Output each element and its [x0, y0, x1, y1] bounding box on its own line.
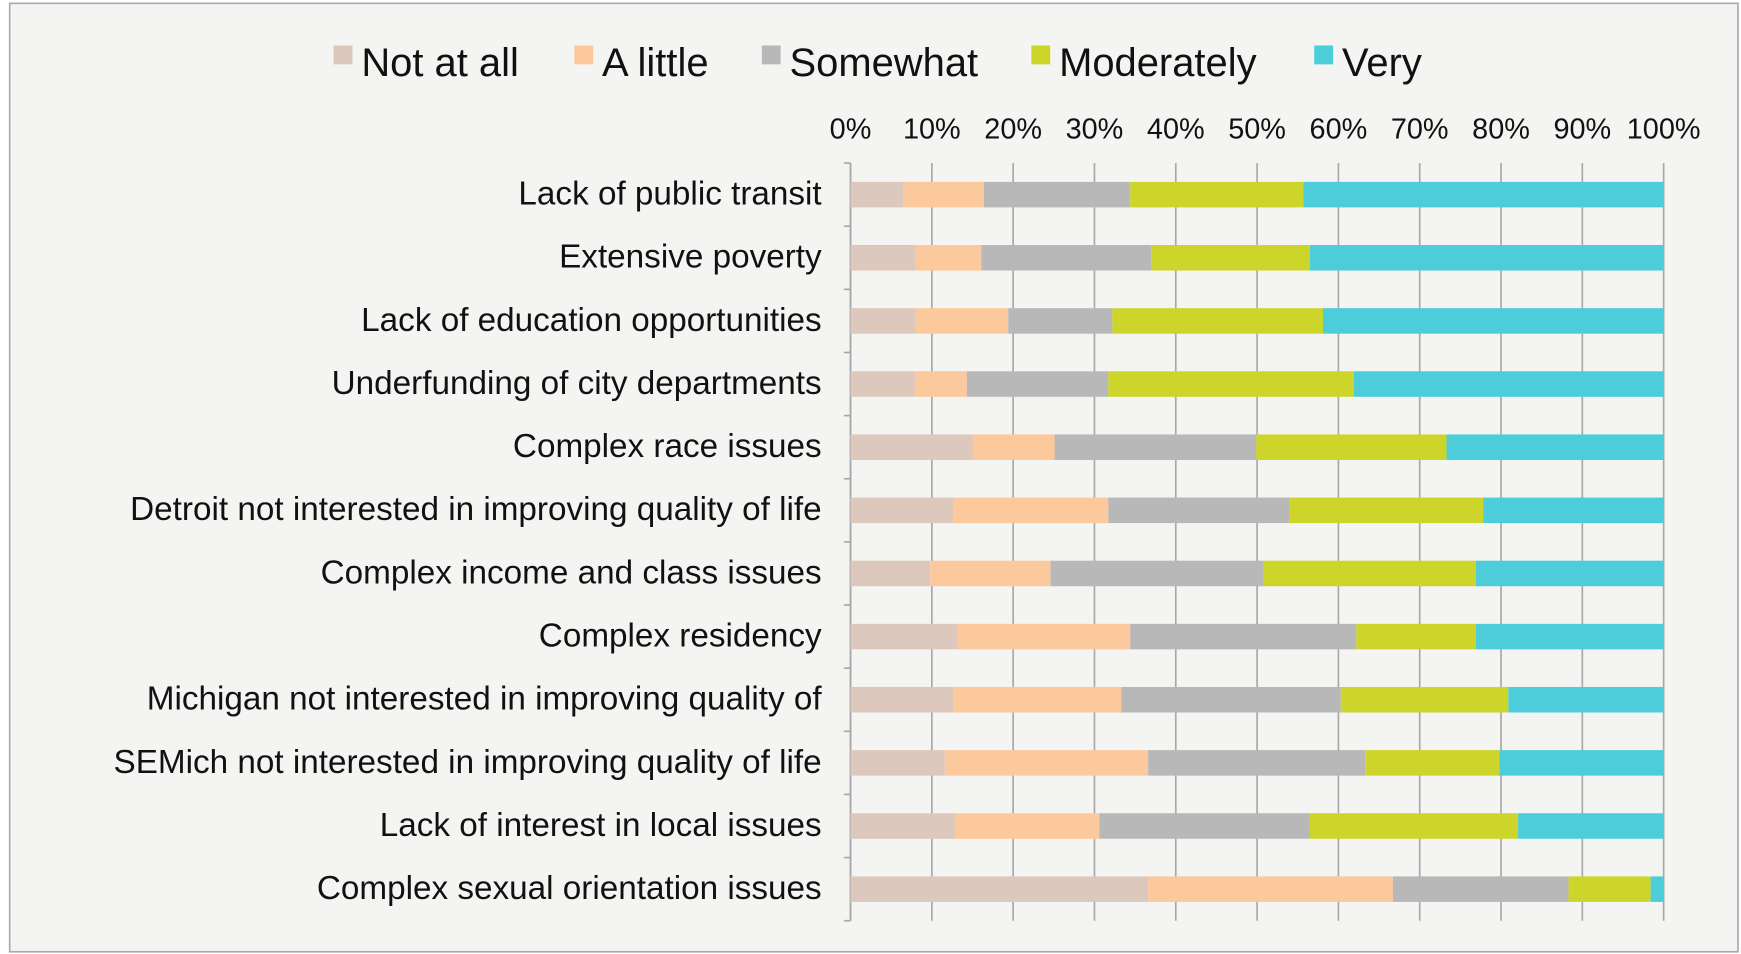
legend-swatch — [333, 45, 353, 65]
legend-label: Somewhat — [790, 41, 979, 85]
bar-segment — [1322, 308, 1664, 334]
bar-segment — [1499, 750, 1664, 776]
bar-segment — [850, 181, 904, 208]
legend-label: Moderately — [1059, 41, 1257, 85]
bar-segment — [1356, 623, 1476, 650]
bar-segment — [1099, 813, 1310, 839]
bar-segment — [1112, 308, 1323, 334]
bar-segment — [850, 434, 973, 460]
bar-segment — [966, 371, 1109, 397]
bar-segment — [850, 813, 955, 839]
y-tick-label: Underfunding of city departments — [332, 365, 822, 402]
x-tick-label: 60% — [1310, 114, 1368, 146]
y-tick-label: Lack of interest in local issues — [380, 807, 822, 844]
bar-segment — [850, 497, 954, 524]
bar-segment — [1446, 434, 1664, 460]
bar-segment — [1121, 686, 1341, 713]
bar-segment — [1303, 181, 1664, 208]
y-tick-label: Extensive poverty — [559, 239, 822, 276]
x-tick-label: 80% — [1472, 114, 1530, 146]
bar-segment — [1518, 813, 1664, 839]
x-tick-label: 30% — [1066, 114, 1124, 146]
y-tick-label: Detroit not interested in improving qual… — [130, 491, 822, 528]
bar-segment — [953, 497, 1109, 524]
bar-segment — [1309, 245, 1664, 271]
bar-segment — [1289, 497, 1484, 524]
bar-segment — [1008, 308, 1113, 334]
y-tick-label: Complex residency — [539, 617, 822, 654]
bar-segment — [1309, 813, 1519, 839]
legend-swatch — [574, 45, 594, 65]
bar-segment — [1365, 750, 1500, 776]
legend-label: A little — [602, 41, 709, 85]
y-tick-label: Complex sexual orientation issues — [317, 870, 822, 907]
bar-segment — [1151, 245, 1310, 271]
bar-segment — [1650, 876, 1664, 902]
legend-label: Not at all — [361, 41, 519, 85]
bar-segment — [1108, 497, 1290, 524]
bar-segment — [972, 434, 1055, 460]
legend-swatch — [1031, 45, 1051, 65]
x-tick-label: 90% — [1553, 114, 1611, 146]
x-tick-label: 40% — [1147, 114, 1205, 146]
y-tick-label: Complex race issues — [513, 428, 822, 465]
bar-segment — [1130, 623, 1357, 650]
bar-segment — [957, 623, 1131, 650]
bar-segment — [1475, 560, 1664, 587]
y-tick-label: Lack of public transit — [518, 176, 821, 213]
x-tick-label: 0% — [830, 114, 872, 146]
bar-segment — [850, 245, 916, 271]
bar-segment — [1475, 623, 1664, 650]
bar-segment — [953, 686, 1122, 713]
bar-segment — [983, 181, 1131, 208]
bar-segment — [1148, 750, 1366, 776]
y-tick-label: Lack of education opportunities — [361, 302, 822, 339]
bar-segment — [1050, 560, 1264, 587]
y-tick-label: Michigan not interested in improving qua… — [147, 681, 823, 718]
bar-segment — [850, 686, 954, 713]
bar-segment — [850, 876, 1149, 902]
x-tick-label: 70% — [1391, 114, 1449, 146]
chart-frame — [8, 2, 1739, 953]
bar-segment — [1340, 686, 1509, 713]
bar-segment — [1148, 876, 1393, 902]
bar-segment — [944, 750, 1149, 776]
bar-segment — [1508, 686, 1664, 713]
bar-segment — [1568, 876, 1651, 902]
bar-segment — [850, 623, 958, 650]
bar-segment — [1263, 560, 1476, 587]
bar-segment — [914, 371, 967, 397]
bar-segment — [915, 245, 982, 271]
bar-segment — [1256, 434, 1447, 460]
x-tick-label: 10% — [903, 114, 961, 146]
legend-swatch — [761, 45, 781, 65]
bar-segment — [1130, 181, 1304, 208]
bar-segment — [850, 750, 945, 776]
y-tick-label: SEMich not interested in improving quali… — [114, 744, 822, 781]
x-tick-label: 20% — [984, 114, 1042, 146]
bar-segment — [850, 308, 916, 334]
x-tick-label: 100% — [1627, 114, 1701, 146]
y-tick-label: Complex income and class issues — [321, 554, 822, 591]
bar-segment — [1353, 371, 1664, 397]
bar-segment — [981, 245, 1152, 271]
bar-segment — [1054, 434, 1257, 460]
bar-segment — [1483, 497, 1664, 524]
bar-segment — [954, 813, 1100, 839]
bar-segment — [903, 181, 984, 208]
bar-segment — [850, 371, 915, 397]
legend-label: Very — [1342, 41, 1422, 85]
legend-swatch — [1314, 45, 1334, 65]
bar-segment — [850, 560, 931, 587]
bar-segment — [1392, 876, 1569, 902]
x-tick-label: 50% — [1228, 114, 1286, 146]
bar-segment — [930, 560, 1051, 587]
bar-segment — [915, 308, 1009, 334]
bar-segment — [1108, 371, 1354, 397]
